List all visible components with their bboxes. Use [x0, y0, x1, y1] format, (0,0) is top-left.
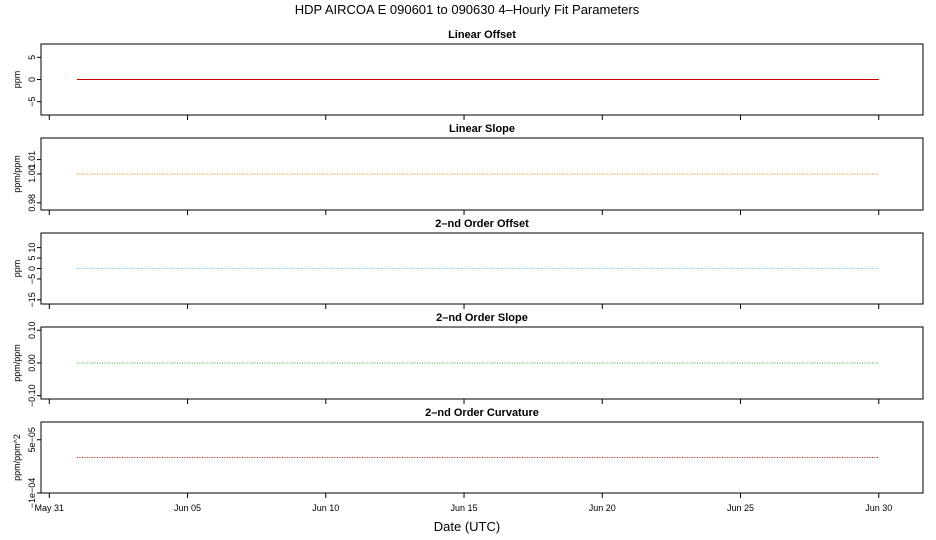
y-axis-label: ppm [12, 71, 22, 89]
panel-title: 2–nd Order Slope [436, 312, 528, 324]
x-tick-label: Jun 10 [312, 503, 339, 513]
x-tick-label: Jun 15 [451, 503, 478, 513]
y-tick-label: 1.00 [27, 165, 37, 183]
panel-3: 2–nd Order Offset −15 −5 0 5 10 ppm [12, 218, 924, 309]
panel-1: Linear Offset −5 0 5 ppm [12, 29, 924, 120]
y-tick-label: −15 [27, 292, 37, 307]
y-tick-label: 5e−05 [27, 427, 37, 452]
x-axis-label: Date (UTC) [434, 519, 500, 534]
plot-frame [40, 421, 924, 494]
main-title: HDP AIRCOA E 090601 to 090630 4–Hourly F… [295, 2, 640, 17]
x-tick-label: May 31 [35, 503, 65, 513]
panel-title: 2–nd Order Curvature [425, 407, 539, 419]
x-tick-label: Jun 05 [174, 503, 201, 513]
x-tick-label: Jun 30 [865, 503, 892, 513]
y-tick-label: −1e−04 [27, 478, 37, 509]
panel-4: 2–nd Order Slope −0.10 0.00 0.10 ppm/ppm [12, 312, 924, 407]
y-axis-label: ppm/ppm [12, 155, 22, 193]
y-tick-label: 0.10 [27, 322, 37, 340]
panel-title: Linear Slope [449, 123, 515, 135]
y-tick-label: 1.01 [27, 151, 37, 169]
y-tick-label: −5 [27, 274, 37, 284]
y-tick-label: −5 [27, 97, 37, 107]
y-axis-label: ppm [12, 260, 22, 278]
x-tick-label: Jun 25 [727, 503, 754, 513]
y-axis-label: ppm/ppm^2 [12, 434, 22, 481]
panel-title: 2–nd Order Offset [435, 218, 529, 230]
x-tick-label: Jun 20 [589, 503, 616, 513]
panel-5: 2–nd Order Curvature −1e−04 5e−05 ppm/ppm^2 [12, 407, 924, 509]
panels: Linear Offset −5 0 5 ppm Linear Slope 0.98 1.00… [12, 29, 924, 513]
panel-2: Linear Slope 0.98 1.001.01 ppm/ppm [12, 123, 924, 215]
y-tick-label: −0.10 [27, 384, 37, 407]
y-tick-label: 0 [27, 77, 37, 82]
panel-title: Linear Offset [448, 29, 516, 41]
y-axis-label: ppm/ppm [12, 344, 22, 382]
y-tick-label: 0 [27, 266, 37, 271]
y-tick-label: 5 [27, 55, 37, 60]
y-tick-label: 5 [27, 256, 37, 261]
y-tick-label: 0.98 [27, 194, 37, 212]
y-tick-label: 0.00 [27, 354, 37, 372]
y-tick-label: 10 [27, 243, 37, 253]
